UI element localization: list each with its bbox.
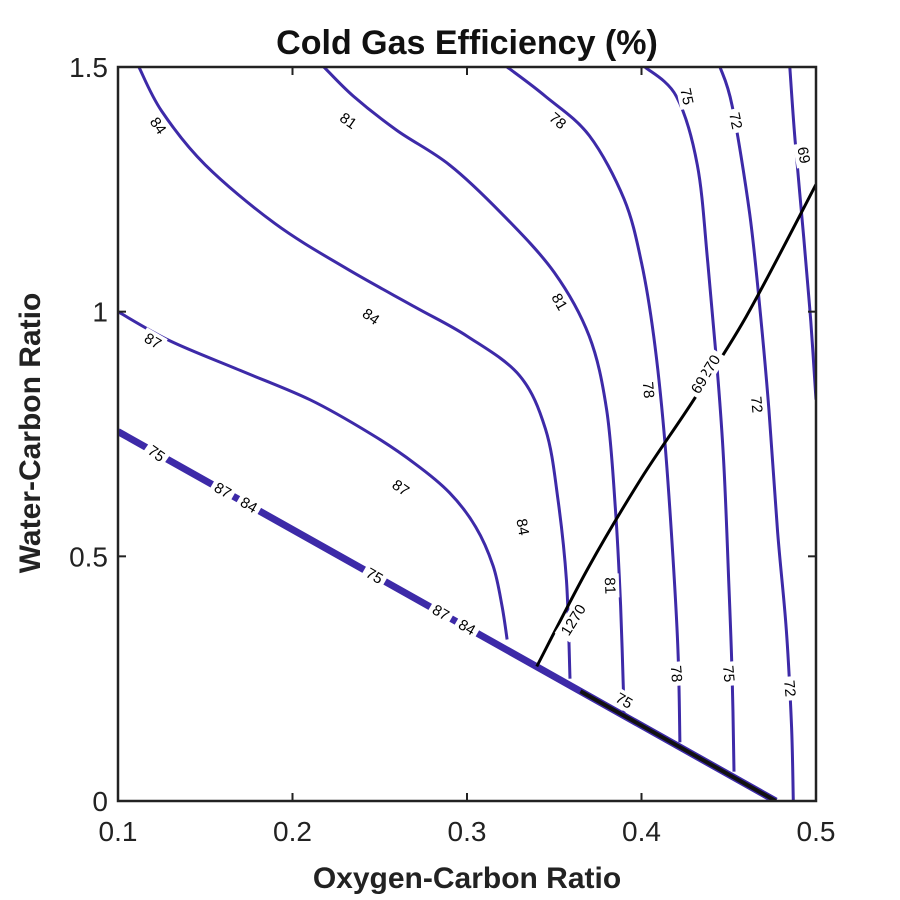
contour-label: 75 [144,442,167,465]
contour-line-87 [118,310,509,640]
contour-label-bg [141,439,172,468]
contour-label-bg [333,106,364,136]
contour-label-bg [385,473,416,503]
chart-title: Cold Gas Efficiency (%) [276,24,658,62]
contour-label-bg [746,391,767,418]
contour-label-bg [666,661,687,687]
contour-label: 84 [512,517,532,536]
contour-label: 72 [747,396,765,414]
contour-label: 84 [455,616,478,639]
x-tick-label: 0.1 [99,816,138,847]
y-tick-label: 0.5 [69,541,108,572]
contour-label-bg [609,686,639,715]
x-tick-label: 0.2 [273,816,312,847]
contour-label-bg [234,491,264,519]
contour-label-bg [675,82,699,111]
contour-line-75 [643,67,736,772]
contour-label-bg [207,476,238,505]
boundary-line-dark [579,689,777,801]
y-tick-label: 1.5 [69,52,108,83]
plot-area: 84 81 787572698784818784787281127012706978… [118,67,816,801]
contour-label: 81 [601,577,619,594]
contour-label: 87 [429,601,452,624]
contour-label-bg [718,661,739,687]
y-axis-label: Water-Carbon Ratio [14,293,47,574]
contour-label: 75 [676,87,696,107]
contour-label-bg [638,377,659,403]
x-tick-label: 0.5 [797,816,836,847]
contour-label-bg [359,562,390,590]
contour-label: 69 [793,145,813,164]
contour-label-bg [545,287,574,317]
contour-label-bg [724,107,747,135]
contour-label-bg [452,613,482,642]
contour-label: 87 [389,476,412,499]
contour-label: 87 [211,479,234,502]
contour-label: 84 [237,494,260,517]
contour-label-bg [554,597,593,643]
contour-label: 75 [612,690,635,713]
y-tick-label: 1 [92,297,108,328]
contour-label-bg [792,141,815,169]
contour-label-bg [425,598,456,627]
axes: 0.1 0.2 0.3 0.4 0.5 0 0.5 1 1.5 [69,52,835,847]
contour-label-bg [600,573,620,599]
contour-label: 87 [141,330,164,353]
contour-label-bg [685,370,714,401]
contour-label-bg [356,302,386,331]
y-tick-label: 0 [92,786,108,817]
axes-frame [116,65,818,803]
contour-label-bg [779,675,800,702]
contour-label: 84 [359,305,382,328]
contour-label: 84 [146,114,169,137]
contour-line-69 [788,67,816,400]
contour-label-bg [143,110,173,141]
temperature-contour-1270 [535,183,816,668]
contour-label: 75 [363,565,386,588]
contour-label: 81 [548,291,571,314]
contour-label: 72 [725,111,745,131]
contour-label-bg [511,513,534,541]
contour-line-84 [137,67,572,679]
contour-label: 78 [667,665,685,683]
contour-label: 81 [336,109,359,132]
x-tick-label: 0.3 [448,816,487,847]
contour-label-bg [138,327,168,355]
contour-label: 69 [688,374,711,397]
x-axis-label: Oxygen-Carbon Ratio [313,862,621,895]
x-tick-label: 0.4 [622,816,661,847]
contour-label-bg [542,106,573,136]
contour-line-81 [322,67,626,713]
contour-line-78 [506,67,682,743]
contour-label: 75 [719,665,737,683]
contour-label: 72 [780,679,798,697]
contour-label: 78 [639,381,657,399]
